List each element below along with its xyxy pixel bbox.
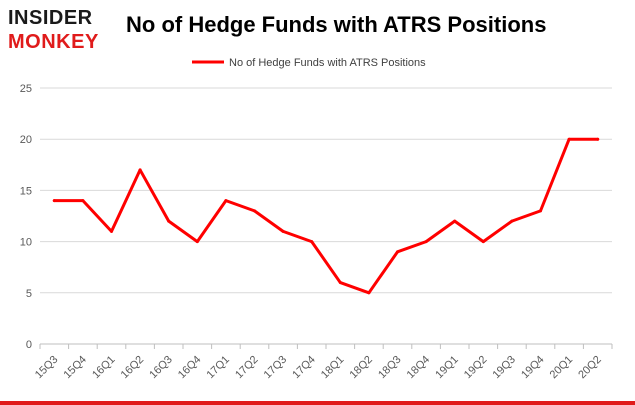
data-point <box>253 209 256 213</box>
x-tick-label: 19Q2 <box>462 354 490 382</box>
data-point <box>453 219 457 223</box>
data-point <box>510 219 514 223</box>
data-point <box>596 137 600 141</box>
data-point <box>367 291 371 295</box>
x-tick-label: 18Q4 <box>405 354 433 382</box>
data-point <box>52 199 56 203</box>
x-tick-label: 19Q4 <box>519 354 547 382</box>
data-point <box>310 240 314 244</box>
data-point <box>539 209 542 213</box>
y-tick-label: 20 <box>20 134 32 146</box>
data-point <box>481 240 485 244</box>
legend-label: No of Hedge Funds with ATRS Positions <box>229 57 426 69</box>
x-tick-label: 16Q4 <box>176 354 204 382</box>
x-tick-label: 16Q3 <box>147 354 175 382</box>
x-tick-label: 18Q1 <box>319 354 347 382</box>
x-tick-label: 15Q3 <box>33 354 61 382</box>
x-tick-label: 19Q1 <box>433 354 461 382</box>
x-tick-label: 17Q4 <box>290 354 318 382</box>
x-tick-label: 17Q2 <box>233 354 261 382</box>
x-tick-label: 17Q1 <box>204 354 232 382</box>
y-tick-label: 0 <box>26 339 32 351</box>
chart-title: No of Hedge Funds with ATRS Positions <box>126 12 547 37</box>
y-tick-label: 5 <box>26 288 32 300</box>
x-tick-label: 20Q1 <box>548 354 576 382</box>
svg-text:INSIDER: INSIDER <box>8 7 93 29</box>
x-tick-label: 16Q2 <box>119 354 147 382</box>
x-tick-label: 18Q3 <box>376 354 404 382</box>
x-tick-label: 19Q3 <box>490 354 518 382</box>
data-point <box>281 229 285 233</box>
bottom-accent-bar <box>0 401 635 405</box>
data-point <box>195 240 199 244</box>
x-tick-label: 16Q1 <box>90 354 118 382</box>
y-tick-label: 10 <box>20 237 32 249</box>
data-point <box>81 199 85 203</box>
insider-monkey-logo: INSIDER MONKEY <box>8 7 99 52</box>
y-tick-label: 15 <box>20 185 32 197</box>
data-point <box>167 219 171 223</box>
data-point <box>424 240 428 244</box>
data-point <box>224 199 228 203</box>
x-tick-label: 20Q2 <box>576 354 604 382</box>
x-tick-label: 15Q4 <box>61 354 89 382</box>
x-tick-label: 18Q2 <box>347 354 375 382</box>
data-point <box>567 137 571 141</box>
y-tick-label: 25 <box>20 83 32 95</box>
data-point <box>110 229 113 233</box>
data-point <box>396 250 399 254</box>
data-point <box>138 168 142 172</box>
x-tick-label: 17Q3 <box>262 354 290 382</box>
series-line <box>52 137 600 295</box>
data-point <box>338 281 342 285</box>
svg-text:MONKEY: MONKEY <box>8 31 99 52</box>
